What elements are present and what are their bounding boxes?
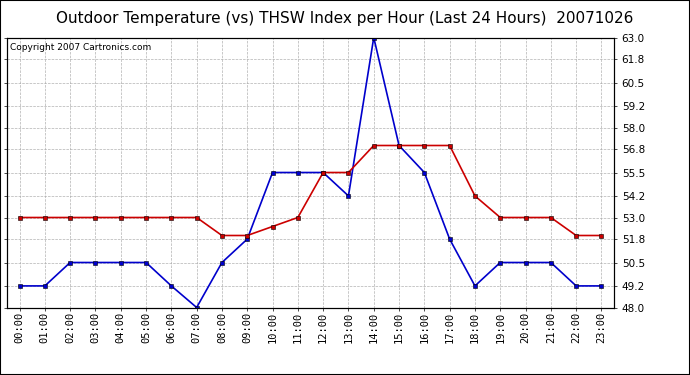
- Text: Copyright 2007 Cartronics.com: Copyright 2007 Cartronics.com: [10, 43, 151, 52]
- Text: Outdoor Temperature (vs) THSW Index per Hour (Last 24 Hours)  20071026: Outdoor Temperature (vs) THSW Index per …: [57, 11, 633, 26]
